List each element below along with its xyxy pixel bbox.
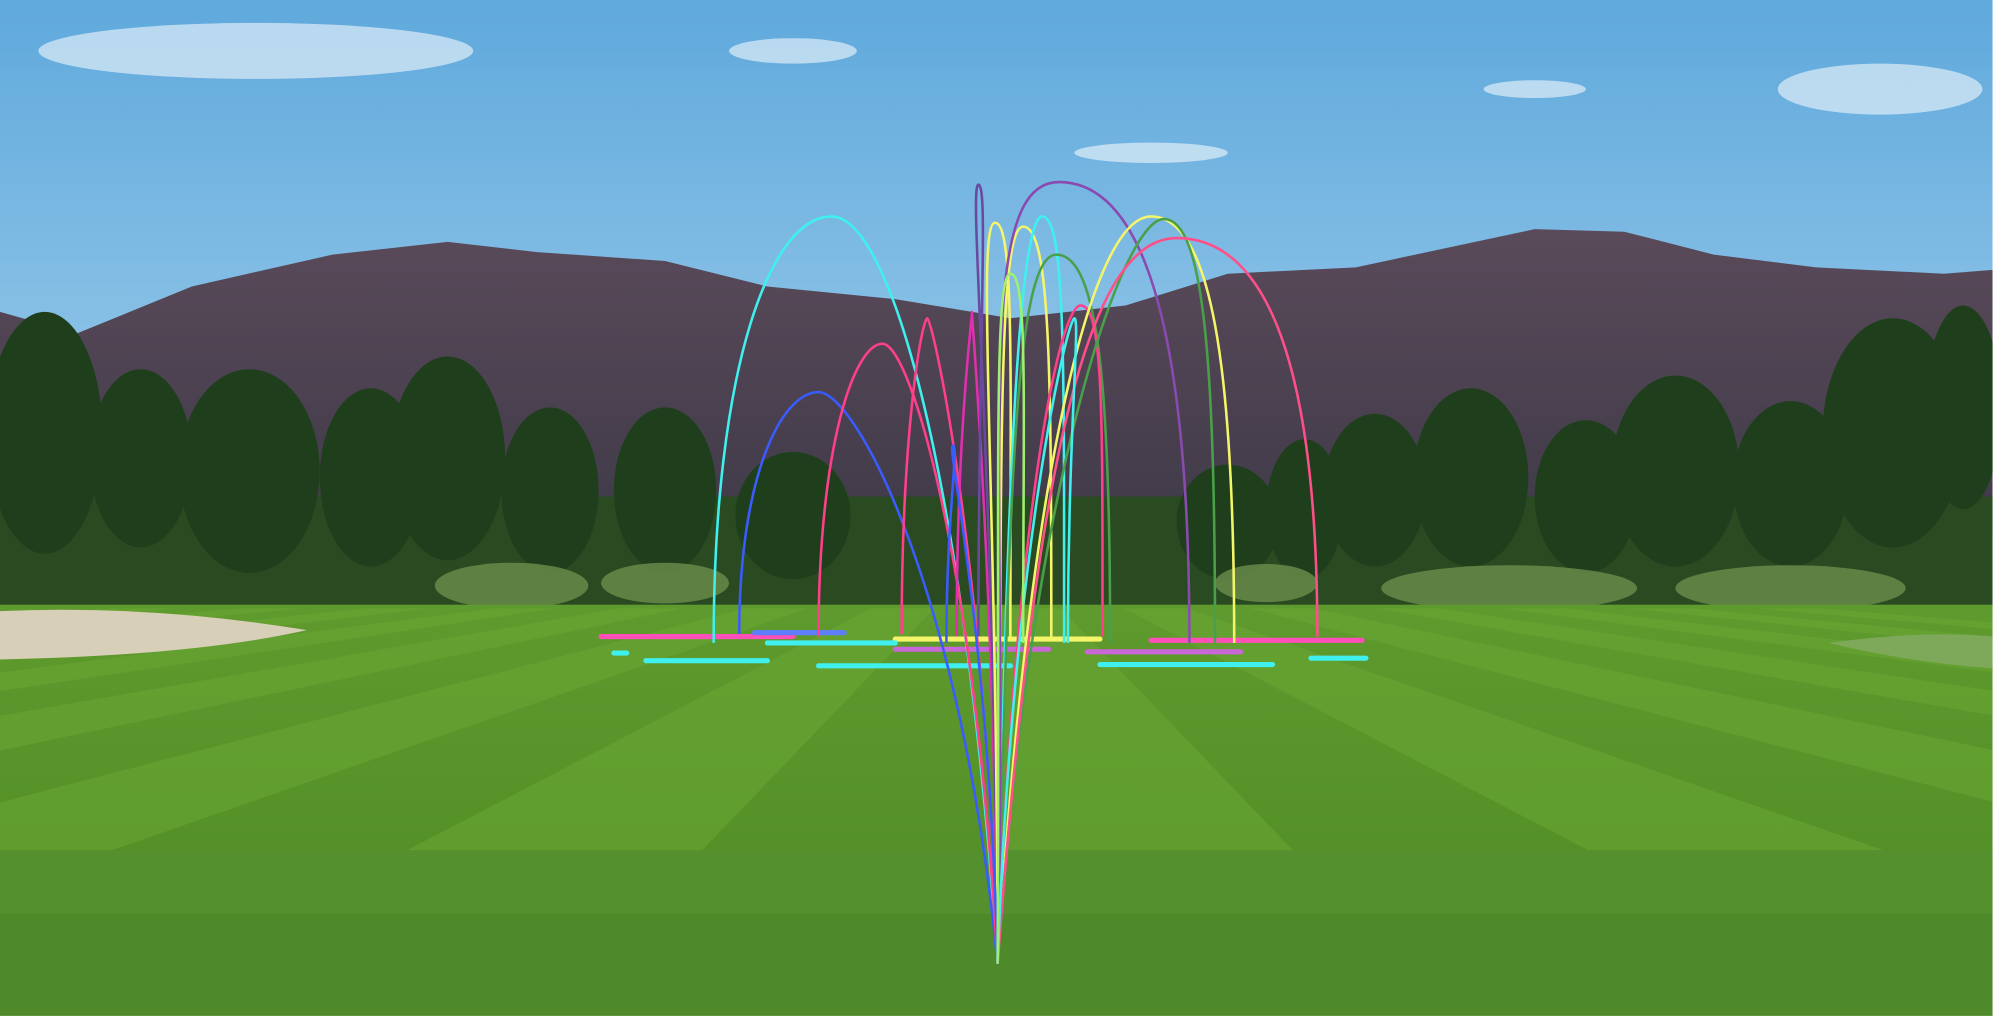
stripe (406, 608, 935, 851)
shot-tracer (996, 304, 1104, 964)
shot-tracer (955, 310, 999, 964)
tree-line (0, 305, 1999, 612)
green (1828, 634, 1993, 669)
bunker (0, 609, 307, 660)
shot-tracer (996, 272, 1026, 964)
clouds (38, 22, 1983, 163)
stripe (0, 608, 808, 851)
border (1992, 0, 1999, 1021)
shot-tracer (737, 390, 999, 964)
shot-tracer (817, 342, 999, 964)
stripe (1504, 608, 1999, 673)
stripe (997, 608, 1294, 851)
shot-tracer (996, 215, 1236, 964)
fairway-stripes (0, 608, 1999, 851)
stripe (1757, 608, 1999, 630)
stripe (1124, 608, 1884, 851)
shot-tracer (996, 236, 1319, 964)
stripe (1250, 608, 1999, 804)
shot-tracer (996, 180, 1191, 964)
shot-tracer (945, 444, 999, 964)
shot-tracer (996, 215, 1066, 964)
shot-tracer (974, 183, 999, 964)
shot-tracer (996, 217, 1217, 964)
border (0, 1015, 1999, 1021)
bushes (434, 562, 1906, 612)
shot-tracers (712, 180, 1319, 964)
shot-tracer (985, 221, 1013, 964)
shot-tracer (996, 253, 1112, 964)
shot-tracer (996, 316, 1078, 964)
